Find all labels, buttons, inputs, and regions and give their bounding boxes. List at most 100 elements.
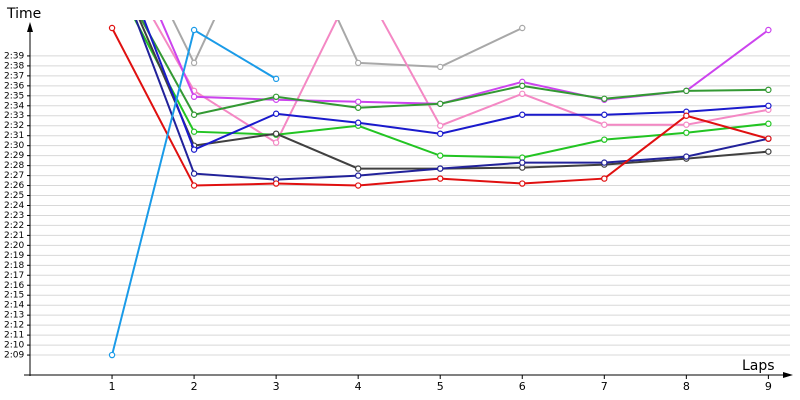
y-tick-label: 2:24 bbox=[4, 201, 24, 211]
point bbox=[354, 98, 362, 105]
y-tick-label: 2:15 bbox=[4, 291, 24, 301]
y-tick-label: 2:10 bbox=[4, 341, 24, 351]
y-tick-label: 2:20 bbox=[4, 241, 24, 251]
point bbox=[190, 93, 198, 101]
series-line bbox=[152, 20, 769, 145]
point bbox=[437, 165, 444, 172]
y-tick-label: 2:25 bbox=[4, 191, 24, 201]
point bbox=[601, 111, 608, 118]
y-tick-label: 2:29 bbox=[4, 151, 24, 161]
grid bbox=[30, 55, 790, 356]
point bbox=[272, 75, 280, 83]
plot-area bbox=[108, 20, 772, 359]
y-tick-label: 2:12 bbox=[4, 321, 24, 331]
y-axis-title: Time bbox=[6, 6, 41, 22]
y-axis-arrow bbox=[27, 22, 33, 32]
point bbox=[601, 175, 608, 182]
point bbox=[765, 120, 772, 127]
y-tick-label: 2:17 bbox=[4, 271, 24, 281]
point bbox=[437, 100, 444, 107]
point bbox=[683, 129, 690, 136]
series-line bbox=[111, 28, 277, 356]
point bbox=[354, 119, 362, 126]
point bbox=[272, 139, 280, 146]
point bbox=[683, 87, 690, 95]
point bbox=[354, 172, 362, 179]
y-tick-label: 2:27 bbox=[4, 171, 24, 181]
point bbox=[190, 59, 198, 67]
point bbox=[765, 102, 772, 109]
y-tick-label: 2:11 bbox=[4, 331, 24, 341]
point bbox=[601, 121, 608, 128]
x-tick-label: 5 bbox=[437, 380, 444, 393]
point bbox=[519, 159, 526, 166]
point bbox=[354, 165, 362, 172]
y-tick-label: 2:33 bbox=[4, 111, 24, 121]
point bbox=[519, 111, 526, 118]
point bbox=[272, 93, 280, 101]
point bbox=[272, 110, 280, 117]
x-tick-label: 2 bbox=[191, 380, 198, 393]
point bbox=[190, 26, 198, 34]
x-tick-label: 3 bbox=[273, 380, 280, 393]
y-tick-label: 2:16 bbox=[4, 281, 24, 291]
x-tick-label: 6 bbox=[519, 380, 526, 393]
point bbox=[601, 136, 608, 143]
point bbox=[519, 180, 526, 187]
point bbox=[354, 182, 362, 189]
labels: 2:092:102:112:122:132:142:152:162:172:18… bbox=[4, 51, 772, 393]
y-tick-label: 2:26 bbox=[4, 181, 24, 191]
x-tick-label: 4 bbox=[355, 380, 362, 393]
point bbox=[108, 351, 116, 359]
y-tick-label: 2:30 bbox=[4, 141, 24, 151]
point bbox=[272, 130, 280, 137]
series-line bbox=[171, 20, 523, 68]
point bbox=[683, 112, 690, 119]
point bbox=[437, 130, 444, 137]
y-tick-label: 2:19 bbox=[4, 251, 24, 261]
point bbox=[190, 146, 198, 153]
y-tick-label: 2:36 bbox=[4, 81, 24, 91]
y-tick-label: 2:09 bbox=[4, 351, 24, 361]
point bbox=[683, 153, 690, 160]
y-tick-label: 2:22 bbox=[4, 221, 24, 231]
y-tick-label: 2:14 bbox=[4, 301, 24, 311]
point bbox=[437, 175, 444, 182]
point bbox=[519, 90, 526, 98]
point bbox=[272, 180, 280, 187]
point bbox=[190, 170, 198, 177]
y-tick-label: 2:23 bbox=[4, 211, 24, 221]
series-line bbox=[159, 20, 769, 105]
point bbox=[354, 59, 362, 67]
y-tick-label: 2:21 bbox=[4, 231, 24, 241]
point bbox=[765, 86, 772, 94]
point bbox=[108, 24, 116, 32]
point bbox=[601, 95, 608, 102]
x-axis-title: Laps bbox=[742, 358, 775, 374]
point bbox=[190, 128, 198, 135]
y-tick-label: 2:28 bbox=[4, 161, 24, 171]
point bbox=[437, 152, 444, 159]
point bbox=[437, 63, 444, 71]
point bbox=[683, 121, 690, 128]
point bbox=[437, 122, 444, 129]
point bbox=[519, 82, 526, 90]
point bbox=[765, 148, 772, 155]
point bbox=[765, 135, 772, 142]
y-tick-label: 2:31 bbox=[4, 131, 24, 141]
x-tick-label: 7 bbox=[601, 380, 608, 393]
point bbox=[190, 182, 198, 189]
point bbox=[354, 104, 362, 111]
point bbox=[765, 26, 772, 34]
y-tick-label: 2:32 bbox=[4, 121, 24, 131]
point bbox=[190, 111, 198, 118]
y-tick-label: 2:13 bbox=[4, 311, 24, 321]
x-tick-label: 8 bbox=[683, 380, 690, 393]
x-tick-label: 1 bbox=[109, 380, 116, 393]
y-tick-label: 2:35 bbox=[4, 91, 24, 101]
y-tick-label: 2:34 bbox=[4, 101, 24, 111]
y-tick-label: 2:38 bbox=[4, 61, 24, 71]
y-tick-label: 2:18 bbox=[4, 261, 24, 271]
x-tick-label: 9 bbox=[765, 380, 772, 393]
